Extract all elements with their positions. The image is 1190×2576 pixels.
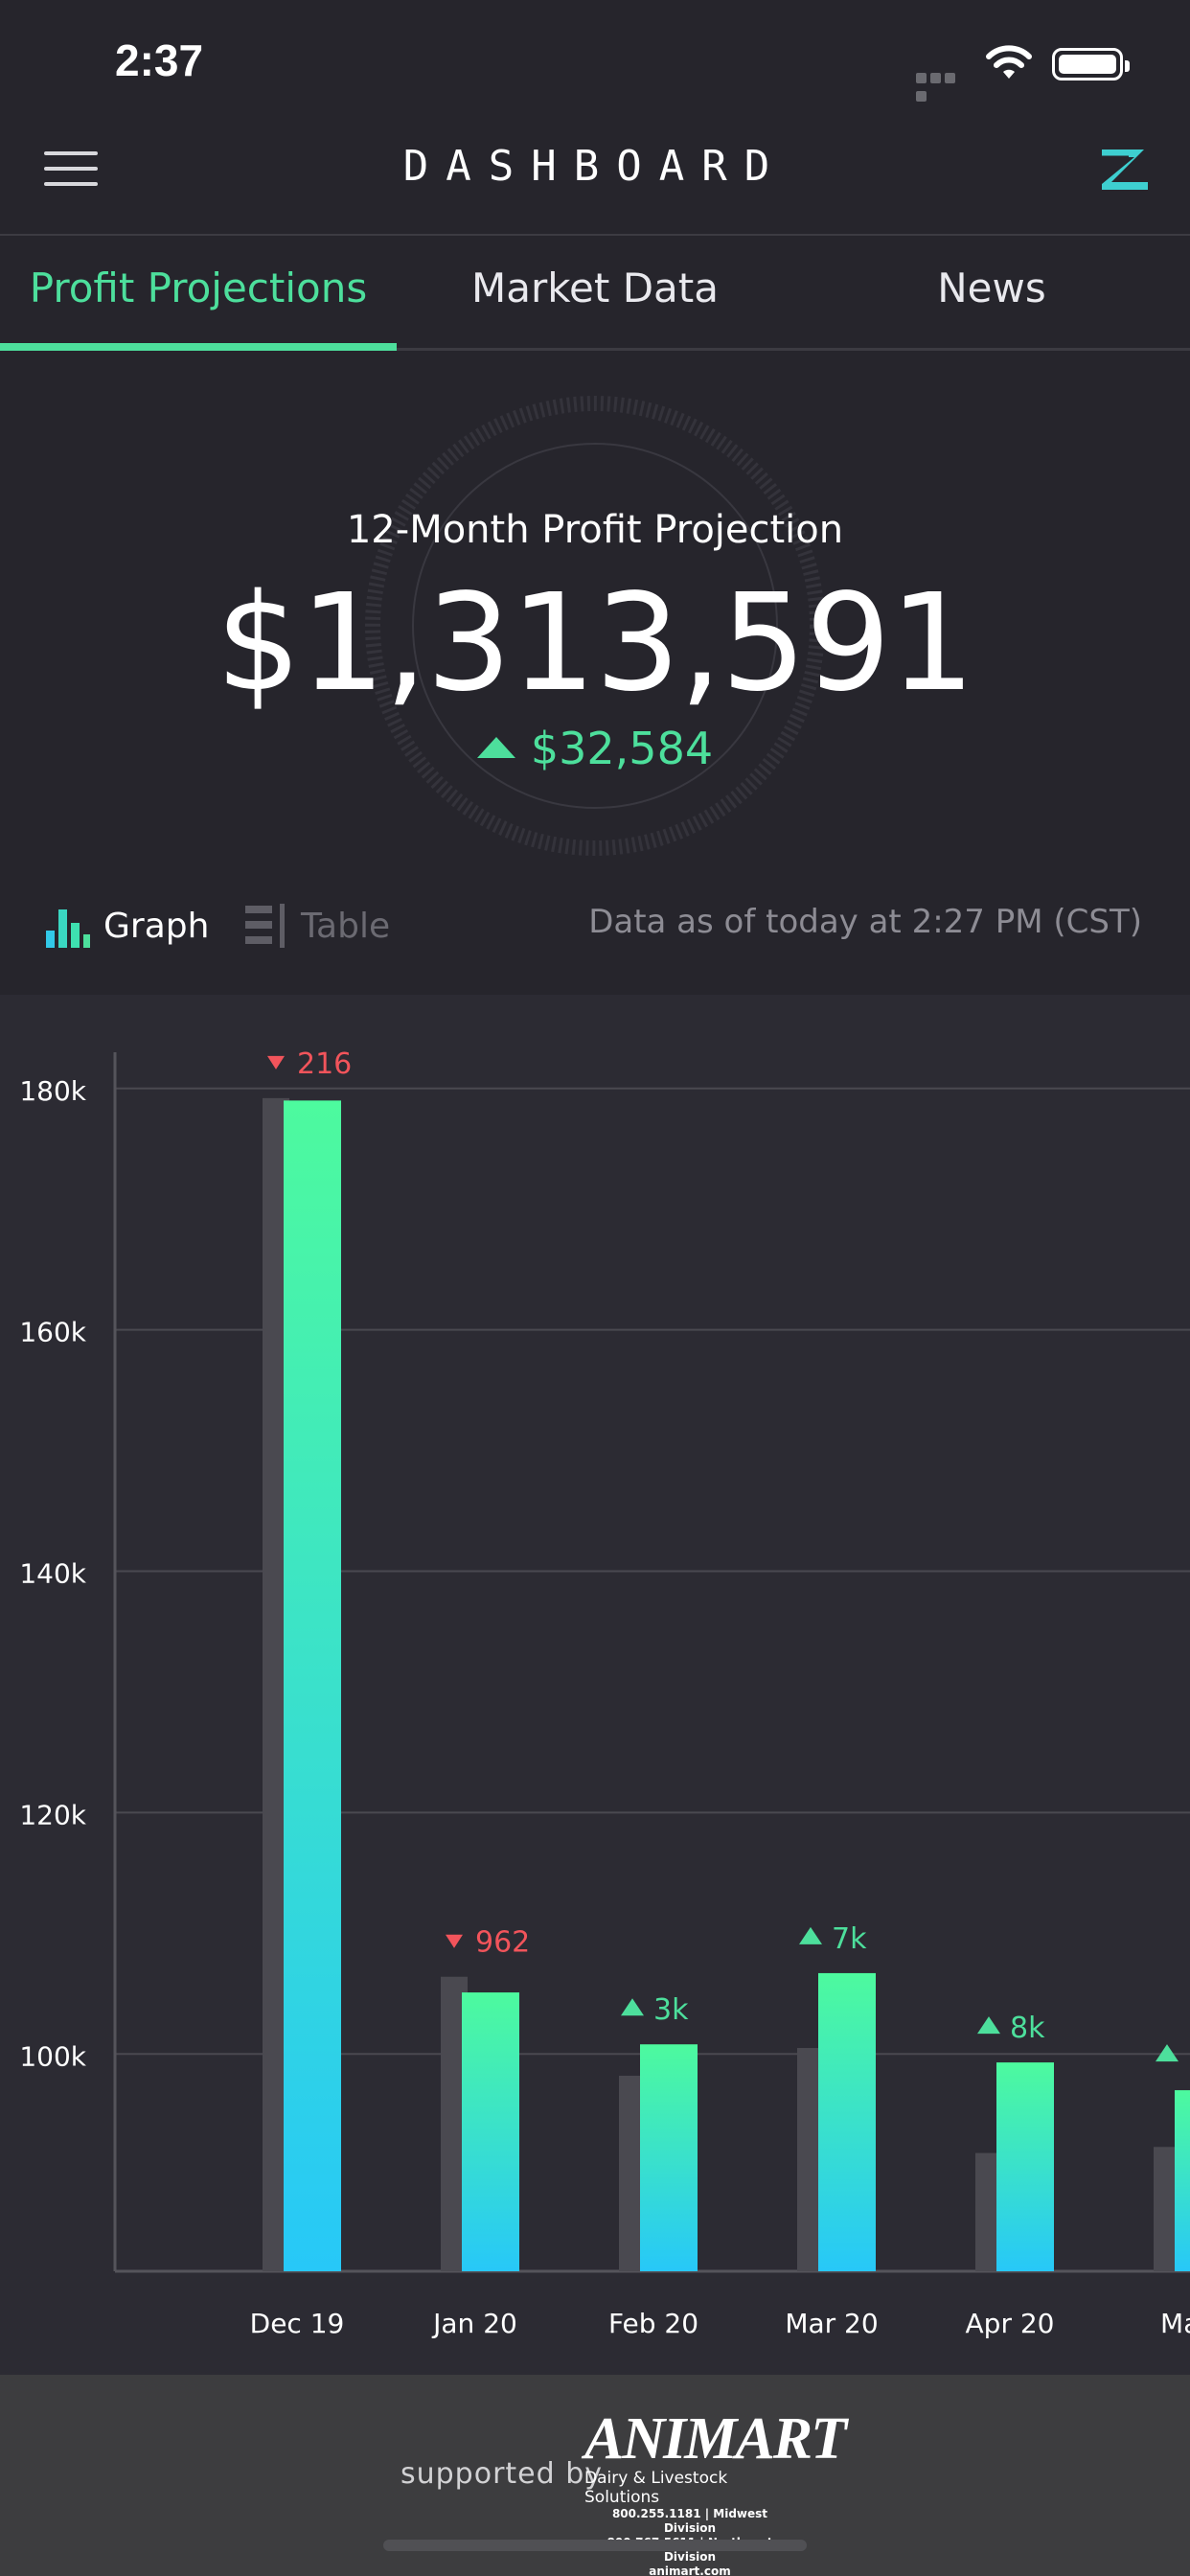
profit-chart-panel: 100k 120k 140k 160k 180k 216 Dec 19 962 Jan 20 3k… [0,995,1190,2375]
home-indicator[interactable] [383,2540,807,2551]
up-triangle-icon [799,1926,822,1944]
dial-ring-decoration [365,396,825,856]
graph-view-button[interactable]: Graph [44,897,209,954]
supported-by-label: supported by [400,2457,604,2491]
x-tick-label: Jan 20 [431,2308,517,2339]
nav-header: DASHBOARD [0,115,1190,236]
projection-change: $32,584 [0,723,1190,774]
bar-chart-icon [46,909,90,948]
table-view-button[interactable]: Table [243,897,390,954]
projection-bar [640,2044,698,2271]
up-triangle-icon [977,2016,1000,2035]
x-tick-label: Mar 20 [785,2308,878,2339]
change-label: 8k [1010,2012,1045,2045]
graph-label: Graph [103,906,210,946]
projection-label: 12-Month Profit Projection [346,508,844,552]
y-tick-label: 180k [19,1075,86,1107]
tab-bar: Profit Projections Market Data News [0,236,1190,351]
brand-website: animart.com [649,2564,731,2576]
x-tick-label: Apr 20 [966,2308,1055,2339]
projection-change-value: $32,584 [530,723,714,774]
up-triangle-icon [476,737,515,758]
change-label: 962 [475,1926,530,1960]
wifi-icon [986,45,1032,79]
page-title: DASHBOARD [402,142,788,191]
projection-amount: $1,313,591 [216,565,975,722]
status-time: 2:37 [115,35,204,85]
projection-bar [1175,2090,1190,2271]
hamburger-menu-icon[interactable] [44,151,98,190]
change-label: 3k [653,1993,689,2027]
tab-profit-projections[interactable]: Profit Projections [29,264,368,311]
tab-news[interactable]: News [937,264,1046,311]
battery-icon [1052,48,1130,80]
profit-projection-summary: 12-Month Profit Projection $1,313,591 $3… [0,355,1190,997]
projection-bar [462,1992,519,2271]
y-tick-label: 120k [19,1799,86,1830]
up-triangle-icon [1156,2044,1179,2062]
active-tab-indicator [0,343,397,351]
status-bar: 2:37 [0,0,1190,115]
tab-market-data[interactable]: Market Data [470,264,719,311]
z-logo-icon[interactable] [1096,144,1154,196]
x-tick-label: May [1160,2308,1190,2339]
x-tick-label: Feb 20 [608,2308,698,2339]
projection-bar [284,1100,341,2271]
y-tick-label: 140k [19,1558,86,1590]
projection-bar [818,1972,876,2271]
profit-bar-chart: 100k 120k 140k 160k 180k 216 Dec 19 962 Jan 20 3k… [19,1047,1190,2339]
up-triangle-icon [621,1998,644,2016]
table-label: Table [301,906,391,946]
brand-tagline: Dairy & Livestock Solutions [584,2469,728,2507]
brand-name: ANIMART [584,2406,847,2472]
data-timestamp: Data as of today at 2:27 PM (CST) [588,903,1142,941]
change-label: 216 [297,1047,352,1081]
y-tick-label: 100k [19,2040,86,2072]
y-tick-label: 160k [19,1317,86,1348]
table-icon [245,904,285,948]
cellular-signal-icon [916,69,972,102]
down-triangle-icon [267,1055,285,1070]
animart-logo[interactable]: ANIMART Dairy & Livestock Solutions 800.… [584,2406,847,2576]
x-tick-label: Dec 19 [250,2308,345,2339]
change-label: 7k [832,1922,867,1956]
down-triangle-icon [446,1934,463,1948]
contact-line-1: 800.255.1181 | Midwest Division [611,2507,768,2535]
projection-bar [996,2062,1054,2271]
